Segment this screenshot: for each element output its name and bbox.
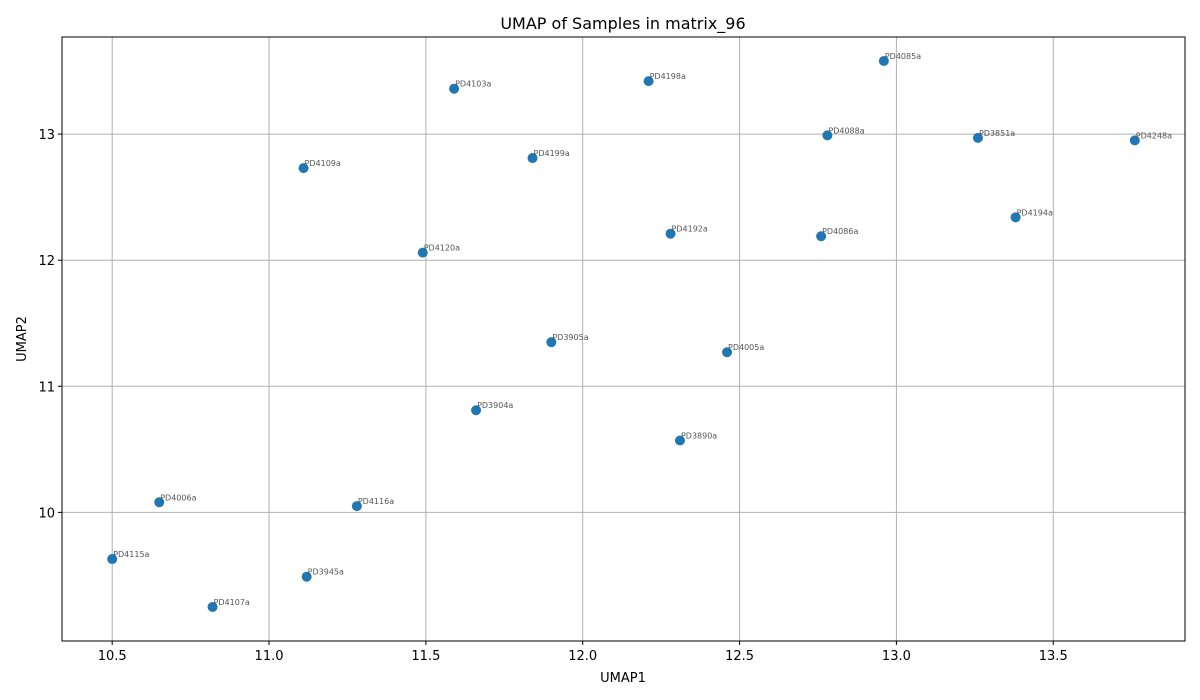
x-tick-label: 12.0: [568, 649, 597, 664]
data-point-label: PD3945a: [308, 568, 344, 577]
data-point: [107, 554, 118, 565]
data-point: [298, 163, 309, 174]
data-point: [665, 228, 676, 239]
data-point-label: PD4120a: [424, 244, 460, 253]
y-tick-label: 13: [38, 128, 55, 143]
data-point: [301, 571, 312, 582]
data-point-label: PD4115a: [113, 550, 149, 559]
data-point-label: PD3890a: [681, 432, 717, 441]
data-point-label: PD4194a: [1017, 208, 1053, 217]
y-tick-label: 11: [38, 380, 55, 395]
y-axis-ticks: 10 11 12 13: [38, 128, 62, 521]
x-tick-label: 11.0: [255, 649, 284, 664]
point-labels: PD4085a PD4198a PD4103a PD4088a PD3851a PD424…: [113, 52, 1172, 607]
data-point-label: PD4192a: [672, 225, 708, 234]
data-point: [722, 347, 733, 358]
data-point-label: PD3851a: [979, 129, 1015, 138]
data-point: [417, 247, 428, 258]
x-tick-label: 11.5: [411, 649, 440, 664]
data-point-label: PD4199a: [534, 149, 570, 158]
data-point-label: PD4086a: [822, 227, 858, 236]
data-points: [107, 55, 1140, 612]
data-point: [351, 501, 362, 512]
data-point-label: PD4107a: [214, 598, 250, 607]
data-point: [972, 132, 983, 143]
data-point: [527, 153, 538, 164]
x-axis-label: UMAP1: [600, 671, 646, 686]
plot-frame: [61, 36, 1186, 642]
x-tick-label: 12.5: [725, 649, 754, 664]
data-point-label: PD4005a: [728, 343, 764, 352]
data-point: [1010, 212, 1021, 223]
grid: [62, 37, 1185, 641]
data-point: [816, 231, 827, 242]
data-point-label: PD3905a: [552, 333, 588, 342]
y-axis-label: UMAP2: [15, 316, 30, 362]
data-point: [822, 130, 833, 141]
data-point: [674, 435, 685, 446]
data-point-label: PD4088a: [828, 126, 864, 135]
y-tick-label: 12: [38, 254, 55, 269]
data-point: [154, 497, 165, 508]
data-point-label: PD4198a: [650, 72, 686, 81]
x-tick-label: 10.5: [98, 649, 127, 664]
data-point-label: PD4116a: [358, 497, 394, 506]
data-point: [1129, 135, 1140, 146]
y-tick-label: 10: [38, 506, 55, 521]
data-point-label: PD4103a: [455, 80, 491, 89]
x-tick-label: 13.5: [1039, 649, 1068, 664]
data-point: [471, 405, 482, 416]
data-point-label: PD4085a: [885, 52, 921, 61]
data-point-label: PD3904a: [477, 401, 513, 410]
data-point: [546, 337, 557, 348]
data-point: [643, 76, 654, 87]
data-point-label: PD4109a: [305, 159, 341, 168]
x-tick-label: 13.0: [882, 649, 911, 664]
data-point: [449, 83, 460, 94]
chart-title: UMAP of Samples in matrix_96: [500, 14, 745, 34]
data-point: [207, 601, 218, 612]
x-axis-ticks: 10.5 11.0 11.5 12.0 12.5 13.0 13.5: [98, 641, 1068, 664]
data-point-label: PD4006a: [160, 493, 196, 502]
data-point-label: PD4248a: [1136, 131, 1172, 140]
data-point: [878, 55, 889, 66]
